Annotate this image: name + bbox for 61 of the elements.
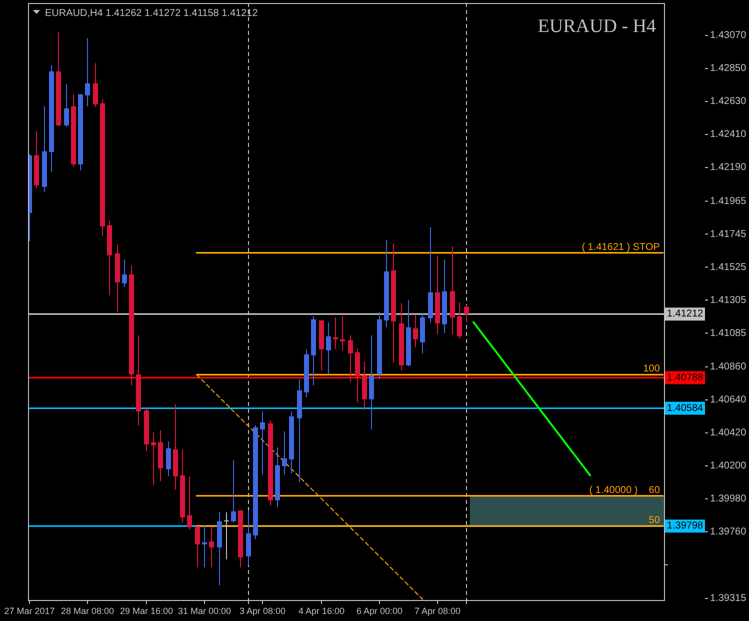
x-tick-label: 28 Mar 08:00	[60, 606, 114, 616]
x-tick-label: 29 Mar 16:00	[120, 606, 174, 616]
y-tick-label: 1.40860	[710, 362, 747, 373]
y-tick-label: 1.39760	[710, 526, 747, 538]
series-label: ( 1.40000 ) 60	[589, 484, 660, 496]
candlestick	[355, 348, 360, 403]
candlestick	[93, 62, 98, 108]
text: EURAUD - H4	[538, 16, 656, 37]
candlestick	[195, 526, 200, 568]
candlestick	[413, 314, 418, 348]
y-tick-label: 1.42630	[710, 96, 747, 108]
ref-line-label: 1.39798	[666, 520, 704, 532]
candlestick	[151, 432, 156, 486]
candlestick	[224, 512, 229, 560]
candlestick	[326, 322, 331, 375]
candlestick	[209, 526, 214, 568]
candlestick	[202, 524, 207, 568]
candlestick	[260, 410, 265, 475]
y-tick-label: 1.40420	[710, 427, 747, 438]
candlestick	[231, 460, 236, 523]
text: EURAUD,H4 1.41262 1.41272 1.41158 1.41212	[45, 8, 258, 19]
line-series	[472, 321, 592, 476]
x-tick-label: 6 Apr 00:00	[356, 606, 403, 616]
series-label: 50	[648, 515, 660, 526]
y-tick-label: 1.39315	[710, 593, 747, 604]
x-tick-label: 3 Apr 08:00	[239, 606, 286, 616]
candlestick	[122, 258, 127, 288]
x-tick-label: 27 Mar 2017	[4, 606, 55, 616]
candlestick	[369, 334, 374, 430]
y-tick-label: 1.42410	[710, 129, 747, 140]
x-tick-label: 4 Apr 16:00	[298, 606, 345, 616]
y-tick-label: 1.41305	[710, 294, 747, 306]
candlestick	[85, 38, 90, 107]
x-tick-label: 7 Apr 08:00	[414, 606, 461, 616]
y-tick-label: 1.41525	[710, 262, 747, 273]
series-label: 100	[643, 364, 660, 375]
candlestick	[333, 316, 338, 350]
y-tick-label: 1.41745	[710, 228, 747, 240]
y-tick-label: 1.40200	[710, 460, 747, 472]
ref-line-label: 1.40788	[666, 372, 704, 384]
y-tick-label: 1.41085	[710, 328, 747, 339]
series-label: ( 1.41621 ) STOP	[582, 242, 660, 253]
y-tick-label: 1.42850	[710, 63, 747, 74]
y-tick-label: 1.39980	[710, 493, 747, 504]
y-tick-label: 1.41965	[710, 196, 747, 207]
candlestick	[464, 304, 469, 323]
candlestick	[246, 510, 251, 566]
candlestick	[187, 476, 192, 530]
candlestick	[64, 84, 69, 128]
candlestick	[457, 302, 462, 339]
y-tick-label: 1.42190	[710, 162, 747, 174]
candlestick	[282, 430, 287, 475]
candlestick	[362, 360, 367, 411]
y-tick-label: 1.43070	[710, 30, 747, 42]
x-tick-label: 31 Mar 00:00	[178, 606, 232, 616]
y-tick-label: 1.40640	[710, 394, 747, 406]
ref-line-label: 1.41212	[666, 308, 704, 320]
ref-line-label: 1.40584	[666, 402, 704, 414]
candlestick	[166, 440, 171, 477]
candlestick	[348, 334, 353, 383]
candlestick	[340, 316, 345, 351]
